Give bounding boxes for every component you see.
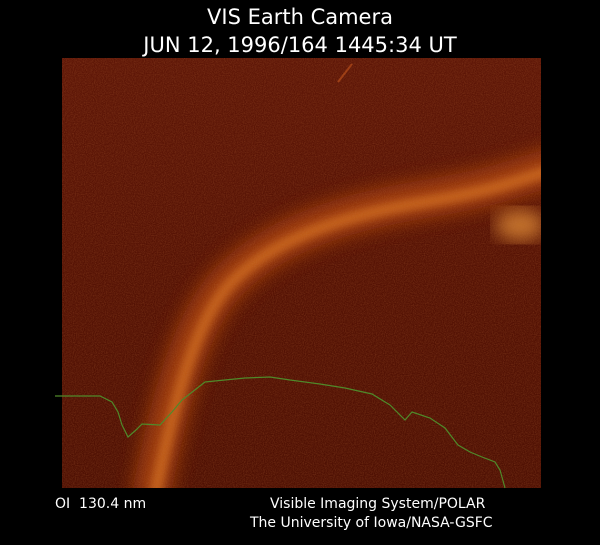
image-timestamp: JUN 12, 1996/164 1445:34 UT [141, 33, 457, 57]
credit-line: Visible Imaging System/POLAR [270, 496, 486, 512]
credit-line: The University of Iowa/NASA-GSFC [249, 515, 493, 531]
wavelength-label: OI 130.4 nm [55, 496, 146, 512]
coastline [55, 376, 506, 489]
image-noise [62, 58, 541, 488]
camera-image [62, 58, 541, 488]
image-title: VIS Earth Camera [207, 5, 393, 29]
